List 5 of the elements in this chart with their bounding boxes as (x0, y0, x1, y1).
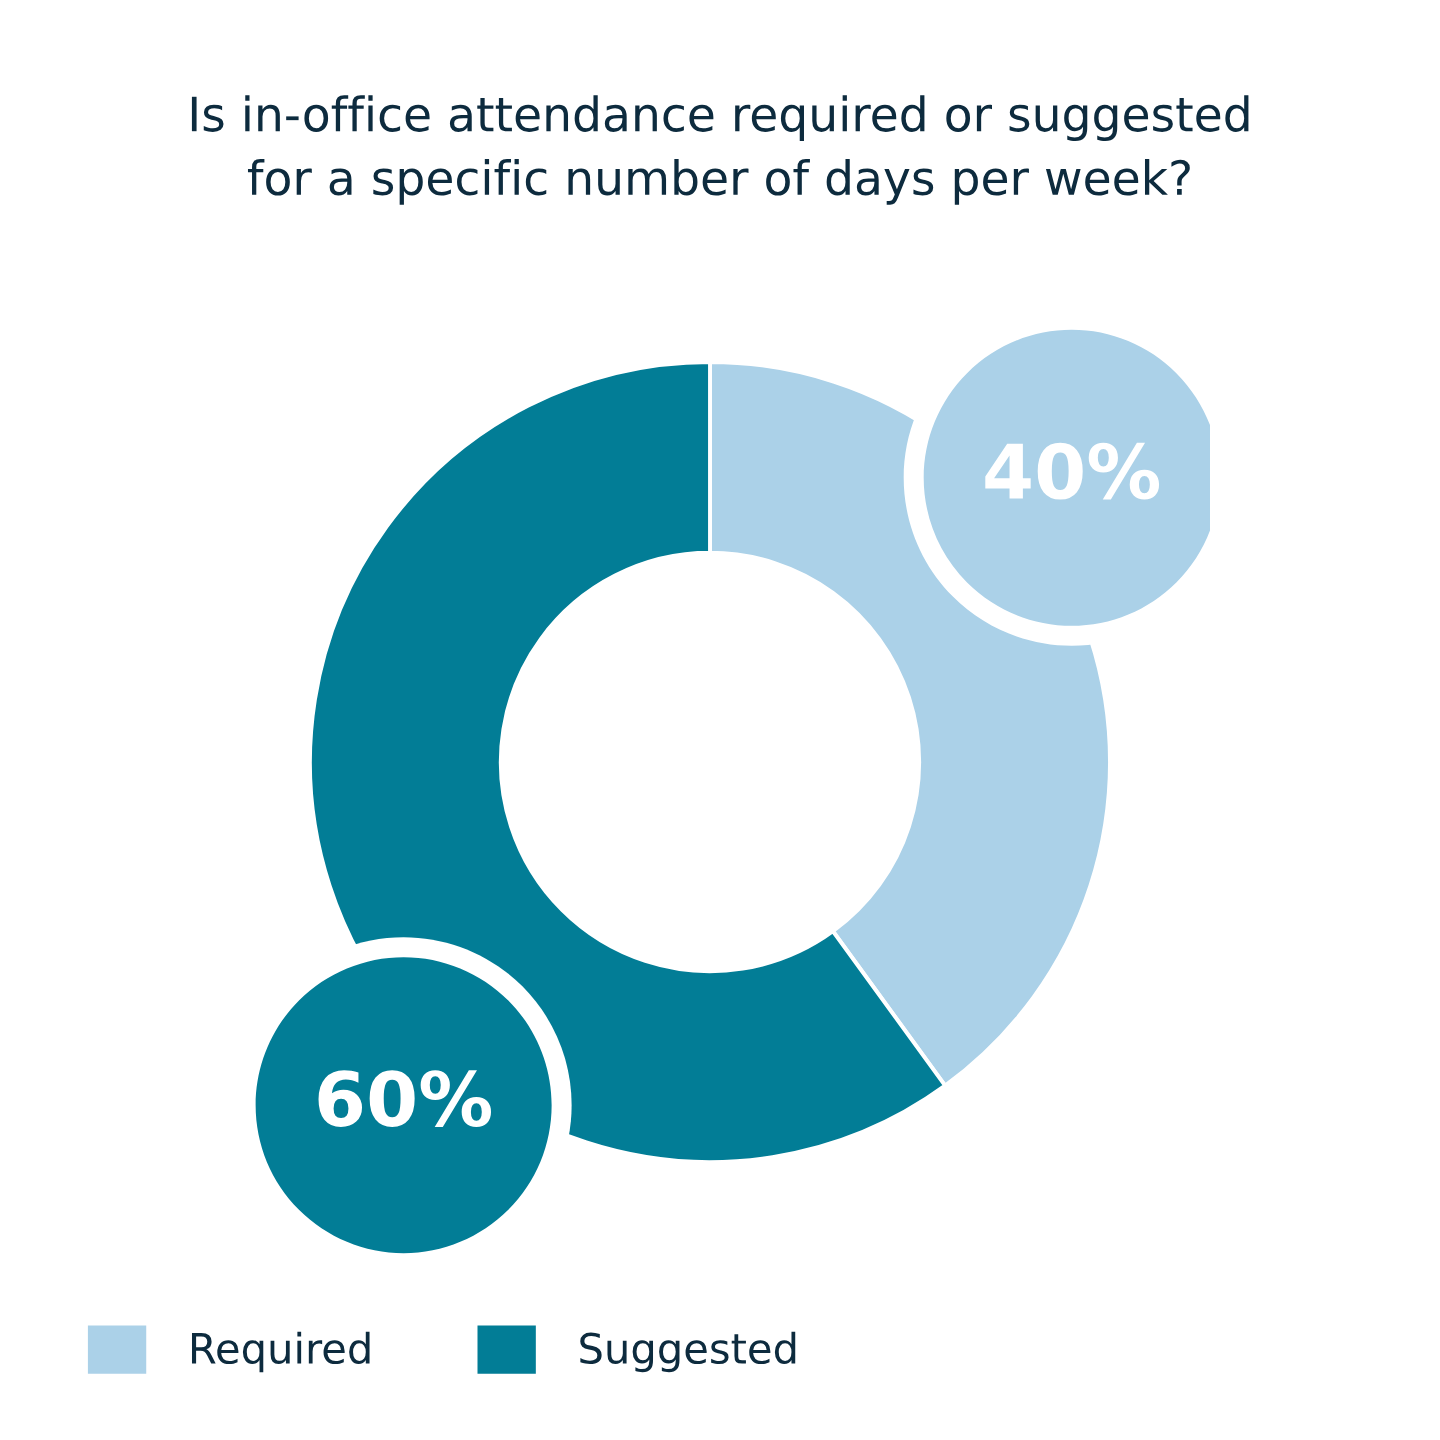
data-label: 60% (318, 1070, 492, 1127)
chart-title: Is in-office attendance required or suggested for a specific number of days per week? (191, 95, 1249, 205)
legend-label: Required (191, 1331, 370, 1373)
legend-label: Suggested (580, 1331, 796, 1373)
data-label: 40% (985, 442, 1160, 500)
